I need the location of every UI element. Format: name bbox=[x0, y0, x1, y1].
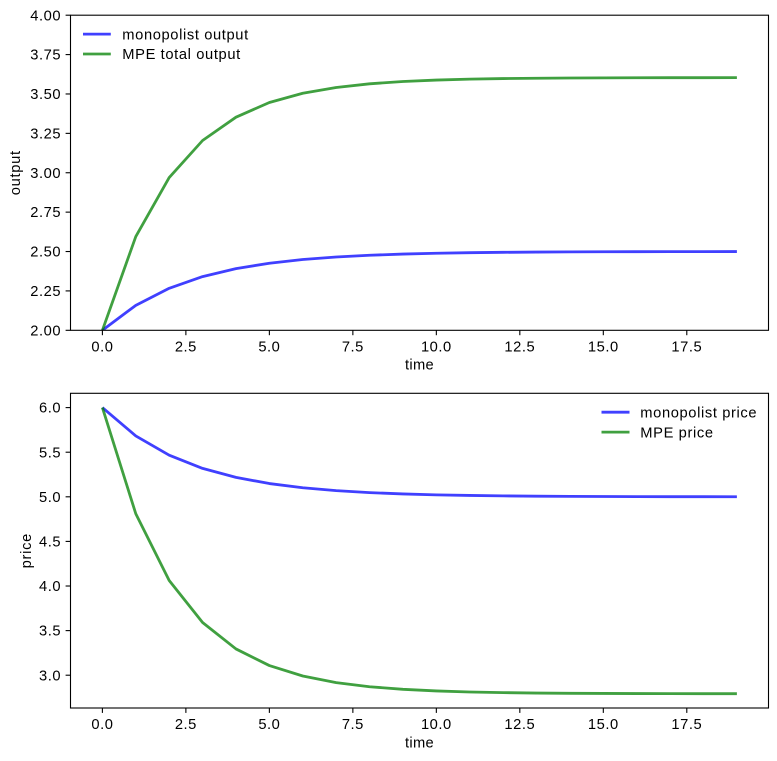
svg-text:3.75: 3.75 bbox=[30, 48, 61, 64]
svg-text:time: time bbox=[405, 358, 434, 374]
svg-text:monopolist price: monopolist price bbox=[640, 405, 757, 421]
svg-text:3.0: 3.0 bbox=[39, 668, 61, 684]
svg-text:2.00: 2.00 bbox=[30, 323, 61, 339]
svg-text:4.0: 4.0 bbox=[39, 579, 61, 595]
svg-text:2.5: 2.5 bbox=[175, 717, 197, 733]
svg-text:4.5: 4.5 bbox=[39, 535, 61, 551]
svg-text:monopolist output: monopolist output bbox=[122, 27, 248, 43]
svg-text:12.5: 12.5 bbox=[504, 339, 535, 355]
svg-text:2.50: 2.50 bbox=[30, 245, 61, 261]
svg-text:17.5: 17.5 bbox=[671, 339, 702, 355]
svg-text:time: time bbox=[405, 735, 434, 751]
svg-text:10.0: 10.0 bbox=[421, 717, 452, 733]
svg-text:MPE price: MPE price bbox=[640, 425, 713, 441]
svg-text:2.75: 2.75 bbox=[30, 205, 61, 221]
svg-text:17.5: 17.5 bbox=[671, 717, 702, 733]
svg-text:3.5: 3.5 bbox=[39, 624, 61, 640]
svg-text:6.0: 6.0 bbox=[39, 401, 61, 417]
svg-text:price: price bbox=[19, 533, 35, 568]
svg-text:2.25: 2.25 bbox=[30, 284, 61, 300]
svg-text:15.0: 15.0 bbox=[588, 339, 619, 355]
svg-text:2.5: 2.5 bbox=[175, 339, 197, 355]
svg-text:MPE total output: MPE total output bbox=[122, 47, 241, 63]
svg-text:0.0: 0.0 bbox=[91, 717, 113, 733]
svg-text:3.50: 3.50 bbox=[30, 87, 61, 103]
svg-text:0.0: 0.0 bbox=[91, 339, 113, 355]
svg-text:7.5: 7.5 bbox=[342, 339, 364, 355]
svg-text:15.0: 15.0 bbox=[588, 717, 619, 733]
svg-text:5.5: 5.5 bbox=[39, 445, 61, 461]
svg-text:output: output bbox=[8, 150, 24, 195]
svg-text:3.25: 3.25 bbox=[30, 126, 61, 142]
svg-text:10.0: 10.0 bbox=[421, 339, 452, 355]
svg-text:5.0: 5.0 bbox=[39, 490, 61, 506]
svg-text:5.0: 5.0 bbox=[258, 717, 280, 733]
svg-text:12.5: 12.5 bbox=[504, 717, 535, 733]
svg-text:3.00: 3.00 bbox=[30, 166, 61, 182]
svg-text:7.5: 7.5 bbox=[342, 717, 364, 733]
svg-text:4.00: 4.00 bbox=[30, 8, 61, 24]
svg-text:5.0: 5.0 bbox=[258, 339, 280, 355]
